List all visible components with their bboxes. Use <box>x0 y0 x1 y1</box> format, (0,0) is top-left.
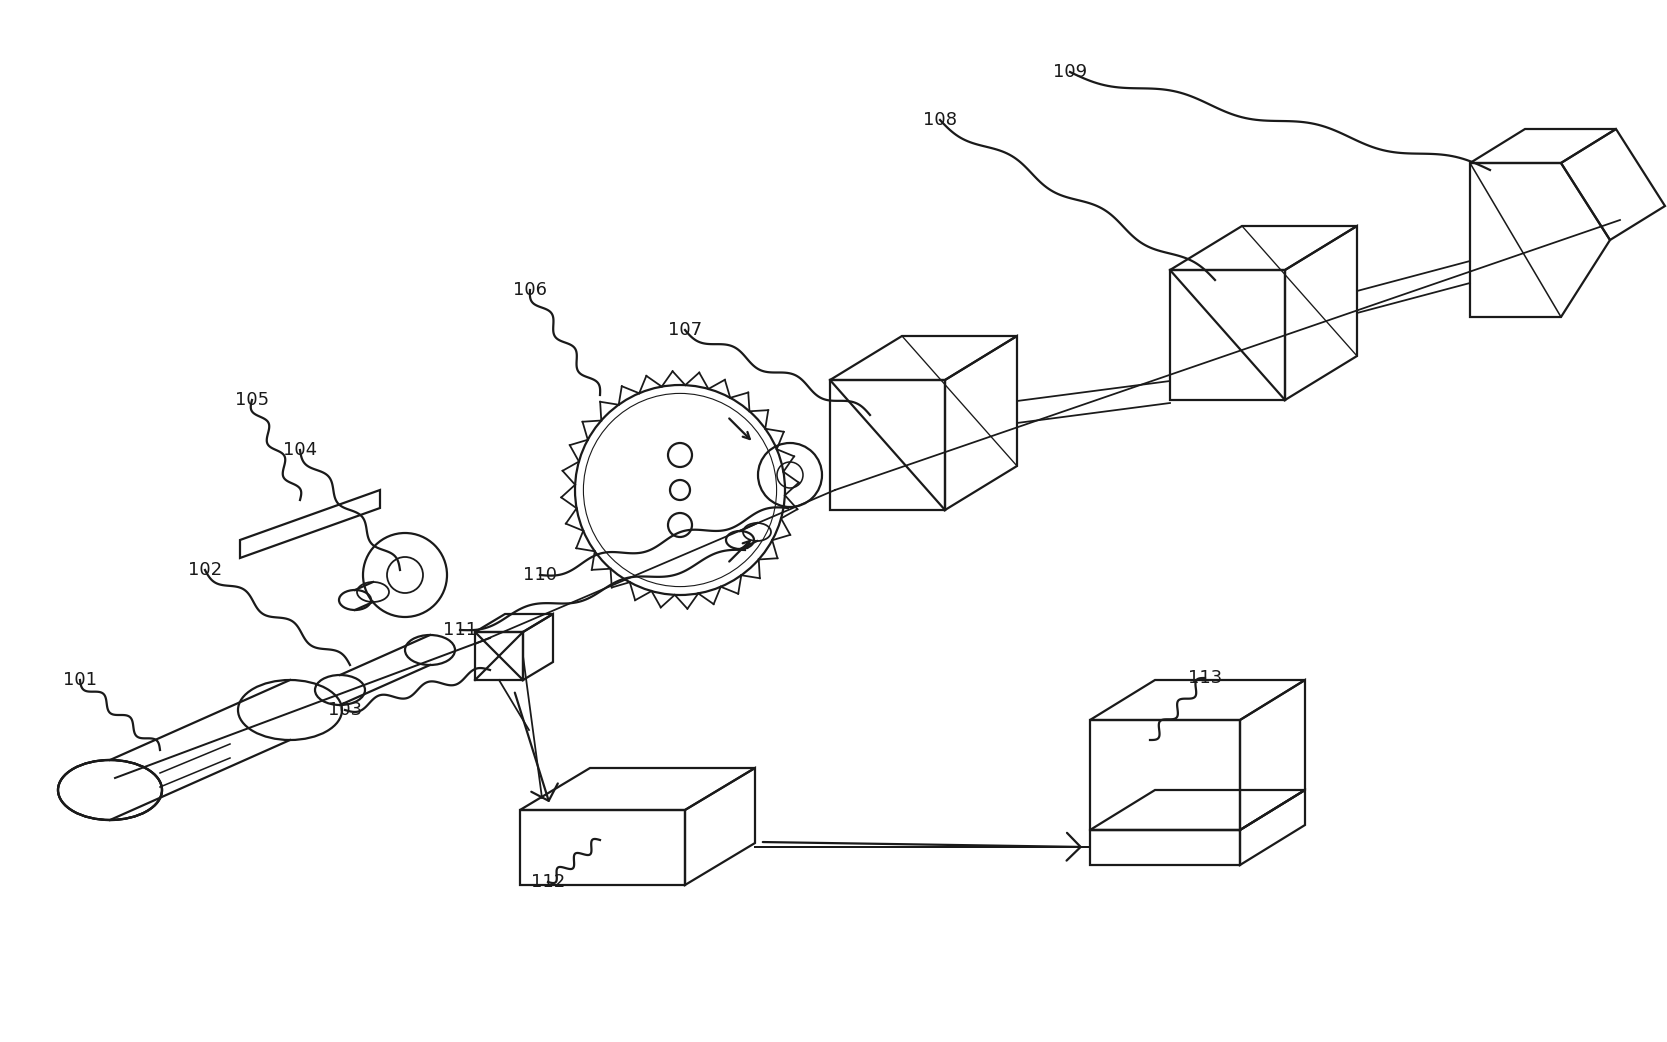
Text: 103: 103 <box>328 701 362 719</box>
Text: 102: 102 <box>188 561 222 579</box>
Text: 111: 111 <box>443 621 477 639</box>
Text: 101: 101 <box>63 671 97 689</box>
Text: 106: 106 <box>513 281 547 299</box>
Text: 112: 112 <box>530 873 565 891</box>
Text: 108: 108 <box>924 111 957 129</box>
Text: 107: 107 <box>668 321 702 339</box>
Text: 105: 105 <box>235 391 268 410</box>
Text: 104: 104 <box>283 441 317 458</box>
Text: 110: 110 <box>523 566 557 584</box>
Text: 113: 113 <box>1189 669 1222 687</box>
Text: 109: 109 <box>1054 63 1087 81</box>
